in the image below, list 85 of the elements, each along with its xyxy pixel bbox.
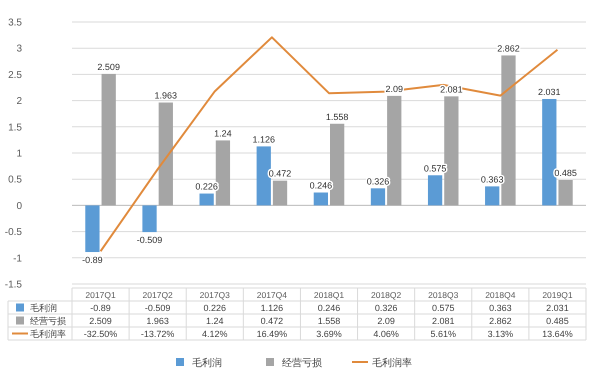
text: 0.363: [480, 174, 504, 184]
y-tick-label: -1.5: [4, 280, 22, 290]
legend-label: 毛利润: [30, 303, 57, 313]
legend-label: 毛利润率: [30, 329, 66, 339]
bar: [102, 74, 116, 206]
text: 1.963: [154, 90, 178, 101]
data-label: 1.24: [206, 316, 224, 326]
x-tick-label: 2018Q4: [485, 290, 516, 300]
y-tick-label: 0: [16, 200, 22, 212]
data-label: 0.485: [546, 316, 569, 326]
bar: [272, 180, 288, 206]
data-label: 2.09: [377, 316, 395, 326]
y-tick-label: -0.5: [4, 227, 22, 238]
x-tick-label: 2018Q2: [370, 290, 402, 300]
text: 2.862: [497, 43, 520, 54]
bar: [542, 98, 556, 206]
bar: [314, 192, 328, 206]
bar: [428, 175, 442, 206]
bar: [330, 124, 344, 206]
data-label: 0.472: [260, 316, 284, 326]
bar: [370, 188, 386, 206]
data-label: 1.558: [318, 316, 340, 326]
data-label: 0.226: [204, 303, 226, 313]
y-tick-label: 0.5: [8, 174, 22, 186]
text: 1.24: [214, 128, 232, 138]
bar: [387, 96, 402, 206]
text: 0.575: [424, 163, 446, 174]
data-label: 16.49%: [256, 329, 288, 339]
text: 0.326: [366, 176, 390, 186]
x-tick-label: 2017Q4: [256, 290, 288, 300]
y-tick-label: -1: [13, 253, 22, 264]
text: 0.226: [195, 182, 218, 192]
x-tick-label: 2017Q2: [142, 290, 174, 300]
x-tick-label: 2019Q1: [542, 290, 573, 300]
data-label: 4.12%: [202, 329, 228, 339]
y-tick-label: 2: [16, 96, 22, 108]
data-label: 2.862: [489, 316, 512, 326]
x-tick-label: 2017Q1: [85, 290, 116, 300]
text: 2.031: [538, 86, 561, 97]
data-label: 0.246: [318, 303, 340, 313]
data-label: 5.61%: [430, 329, 456, 339]
bar: [142, 205, 157, 232]
text: 经营亏损: [282, 358, 322, 369]
text: 2.081: [440, 84, 463, 94]
text: -0.89: [82, 255, 103, 266]
text: 毛利润: [192, 358, 222, 369]
bar: [158, 102, 173, 206]
data-label: 1.126: [260, 303, 284, 313]
data-label: 2.081: [432, 316, 454, 326]
data-label: -13.72%: [140, 329, 174, 339]
bar: [216, 140, 230, 206]
data-label: -32.50%: [84, 329, 118, 339]
data-label: 1.963: [146, 316, 169, 326]
bar: [200, 194, 214, 206]
data-label: -0.89: [90, 303, 111, 313]
text: 2.509: [97, 62, 120, 72]
bar: [485, 186, 500, 206]
data-label: 0.363: [489, 303, 512, 313]
text: 0.246: [310, 180, 332, 191]
x-tick-label: 2018Q1: [314, 290, 344, 300]
y-tick-label: 3.5: [8, 18, 22, 28]
y-tick-label: 3: [16, 44, 22, 55]
y-tick-label: 1.5: [8, 122, 22, 134]
data-label: 13.64%: [542, 329, 573, 339]
data-label: 3.13%: [488, 329, 514, 339]
data-label: 2.509: [89, 316, 112, 326]
y-tick-label: 2.5: [8, 70, 22, 81]
text: -0.509: [136, 235, 162, 246]
bar: [85, 205, 100, 252]
text: 1.558: [326, 112, 348, 122]
data-label: 2.031: [546, 303, 569, 313]
data-label: 0.575: [432, 303, 454, 313]
text: 毛利润率: [372, 358, 412, 369]
data-label: 0.326: [374, 303, 398, 313]
bar: [256, 146, 271, 206]
data-label: 4.06%: [373, 329, 399, 339]
bar: [558, 180, 573, 206]
legend-label: 经营亏损: [30, 316, 66, 326]
x-tick-label: 2017Q3: [200, 290, 230, 300]
y-tick-label: 1: [16, 148, 22, 160]
x-tick-label: 2018Q3: [428, 290, 459, 300]
data-label: 3.69%: [316, 329, 342, 339]
text: 1.126: [252, 134, 276, 144]
bar: [444, 96, 458, 206]
data-label: -0.509: [144, 303, 170, 313]
